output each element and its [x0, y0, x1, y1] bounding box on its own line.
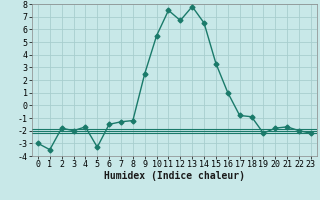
X-axis label: Humidex (Indice chaleur): Humidex (Indice chaleur)	[104, 171, 245, 181]
